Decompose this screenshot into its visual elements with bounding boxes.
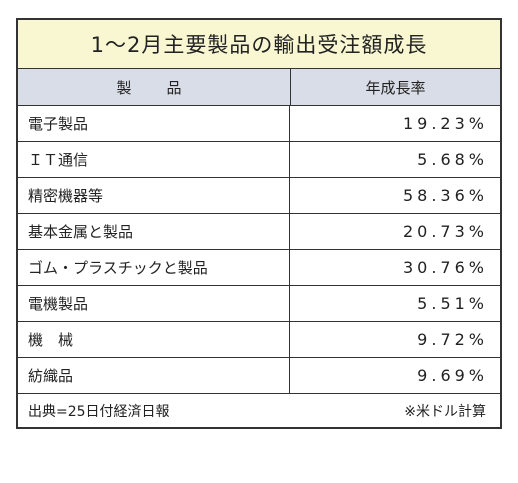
product-cell: 基本金属と製品 <box>18 214 290 249</box>
product-cell: 電子製品 <box>18 106 290 141</box>
table-row: 電機製品 5.51% <box>18 286 500 322</box>
table-row: ＩＴ通信 5.68% <box>18 142 500 178</box>
growth-cell: 9.72% <box>417 330 488 349</box>
header-growth: 年成長率 <box>365 78 426 97</box>
table-row: 基本金属と製品 20.73% <box>18 214 500 250</box>
table-row: 精密機器等 58.36% <box>18 178 500 214</box>
table-header: 製 品 年成長率 <box>18 69 500 106</box>
growth-cell: 9.69% <box>417 366 488 385</box>
growth-cell: 19.23% <box>402 114 488 133</box>
header-product: 製 品 <box>18 69 291 105</box>
source-note: 出典=25日付経済日報 <box>28 403 170 420</box>
table-row: 紡織品 9.69% <box>18 358 500 394</box>
product-cell: ゴム・プラスチックと製品 <box>18 250 290 285</box>
growth-cell: 58.36% <box>402 186 488 205</box>
product-cell: ＩＴ通信 <box>18 142 290 177</box>
growth-cell: 5.68% <box>417 150 488 169</box>
table-row: ゴム・プラスチックと製品 30.76% <box>18 250 500 286</box>
growth-cell: 5.51% <box>417 294 488 313</box>
growth-cell: 20.73% <box>402 222 488 241</box>
product-cell: 電機製品 <box>18 286 290 321</box>
table-title: 1～2月主要製品の輸出受注額成長 <box>18 20 500 69</box>
product-cell: 紡織品 <box>18 358 290 393</box>
product-cell: 精密機器等 <box>18 178 290 213</box>
currency-note: ※米ドル計算 <box>404 403 486 420</box>
table-row: 機 械 9.72% <box>18 322 500 358</box>
table-row: 電子製品 19.23% <box>18 106 500 142</box>
growth-table: 1～2月主要製品の輸出受注額成長 製 品 年成長率 電子製品 19.23% ＩＴ… <box>16 18 502 429</box>
growth-cell: 30.76% <box>402 258 488 277</box>
product-cell: 機 械 <box>18 322 290 357</box>
table-footer: 出典=25日付経済日報 ※米ドル計算 <box>18 394 500 427</box>
